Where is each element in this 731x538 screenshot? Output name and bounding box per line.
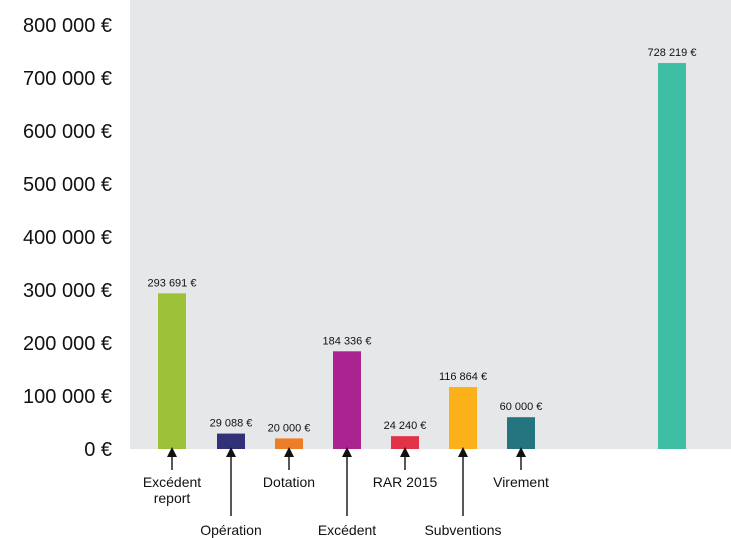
plot-background	[130, 0, 731, 449]
category-label: Excédent	[318, 522, 376, 538]
category-arrows	[167, 447, 526, 516]
y-tick-label: 400 000 €	[23, 227, 112, 249]
data-label: 184 336 €	[323, 335, 372, 347]
data-label: 116 864 €	[439, 371, 487, 383]
data-label: 29 088 €	[210, 418, 253, 430]
bar	[507, 417, 535, 449]
category-labels: ExcédentreportOpérationDotationExcédentR…	[143, 474, 549, 538]
bar	[391, 436, 419, 449]
y-tick-label: 600 000 €	[23, 121, 112, 143]
bar	[658, 63, 686, 449]
y-tick-label: 500 000 €	[23, 174, 112, 196]
data-label: 728 219 €	[648, 47, 697, 59]
category-label: Excédent	[143, 474, 201, 490]
bar	[217, 433, 245, 449]
data-label: 60 000 €	[500, 401, 543, 413]
bar	[333, 351, 361, 449]
category-label: Opération	[200, 522, 261, 538]
bar	[449, 387, 477, 449]
category-label: report	[154, 490, 191, 506]
data-label: 24 240 €	[384, 420, 427, 432]
y-tick-label: 700 000 €	[23, 68, 112, 90]
bar	[275, 438, 303, 449]
bars	[158, 63, 686, 449]
y-tick-label: 100 000 €	[23, 386, 112, 408]
category-label: Subventions	[424, 522, 501, 538]
bar	[158, 293, 186, 449]
category-label: Dotation	[263, 474, 315, 490]
data-label: 20 000 €	[268, 422, 311, 434]
data-label: 293 691 €	[148, 277, 197, 289]
value-labels: 293 691 € 29 088 € 20 000 € 184 336 € 24 240…	[148, 47, 697, 434]
y-tick-label: 300 000 €	[23, 280, 112, 302]
y-axis: 0 € 100 000 € 200 000 € 300 000 € 400 000 € 5…	[23, 15, 112, 461]
category-label: Virement	[493, 474, 549, 490]
category-label: RAR 2015	[373, 474, 438, 490]
y-tick-label: 200 000 €	[23, 333, 112, 355]
y-tick-label: 0 €	[84, 439, 112, 461]
y-tick-label: 800 000 €	[23, 15, 112, 37]
